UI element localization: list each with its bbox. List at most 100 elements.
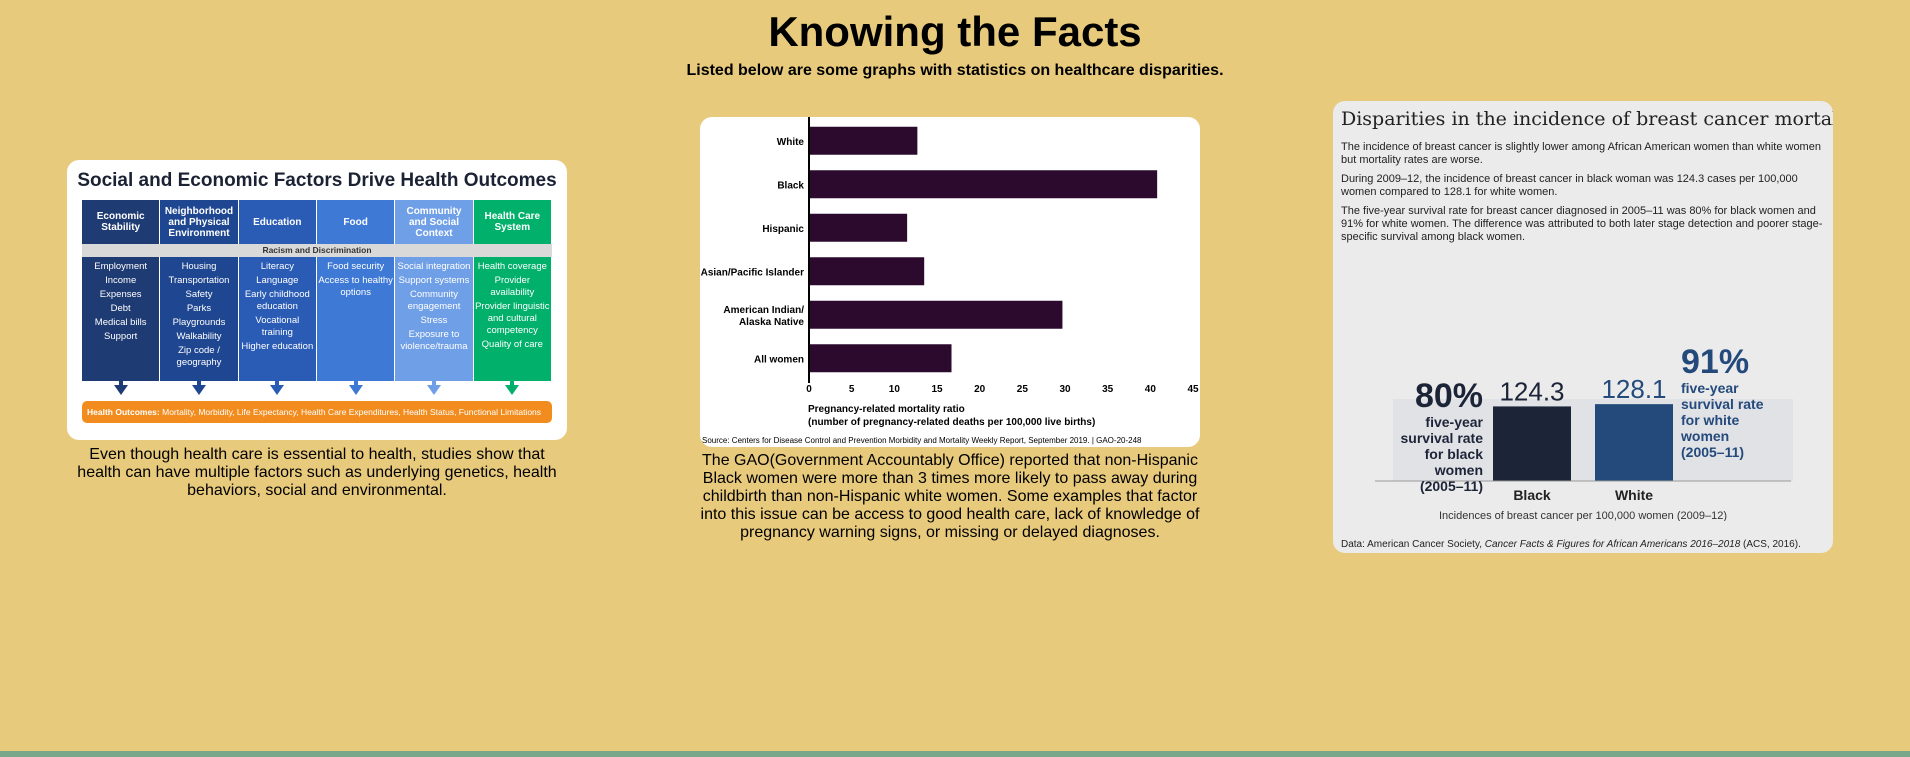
column-item: Walkability bbox=[176, 331, 222, 342]
column-item: Support bbox=[104, 331, 138, 342]
column-item: Health coverage bbox=[477, 261, 547, 272]
category-label: Alaska Native bbox=[739, 317, 804, 328]
arrow-stem bbox=[353, 380, 358, 386]
column-heading: Neighborhood and Physical Environment bbox=[160, 200, 238, 244]
category-label: All women bbox=[754, 354, 804, 365]
column-item: Medical bills bbox=[94, 317, 147, 328]
column-items: Food security Access to healthy options bbox=[316, 257, 395, 381]
arrow-stem bbox=[196, 380, 201, 386]
column-item: Housing bbox=[181, 261, 217, 272]
breast-cancer-para-2: During 2009–12, the incidence of breast … bbox=[1341, 173, 1798, 198]
column-item: Early childhood education bbox=[244, 289, 310, 312]
breast-cancer-title: Disparities in the incidence of breast c… bbox=[1341, 108, 1833, 130]
arrow-stem bbox=[431, 380, 436, 386]
column-item: Parks bbox=[186, 303, 212, 314]
black-survival-label: women bbox=[1434, 462, 1483, 478]
infographic-title: Social and Economic Factors Drive Health… bbox=[77, 170, 557, 191]
breast-cancer-source: Data: American Cancer Society, Cancer Fa… bbox=[1341, 539, 1801, 550]
x-tick-label: 45 bbox=[1187, 384, 1199, 395]
column-item: Vocational training bbox=[255, 315, 300, 338]
category-label: American Indian/ bbox=[723, 305, 804, 316]
category-label: Black bbox=[777, 180, 804, 191]
breast-cancer-para-1: The incidence of breast cancer is slight… bbox=[1341, 141, 1821, 166]
page-subtitle: Listed below are some graphs with statis… bbox=[686, 62, 1224, 79]
down-arrow-icon bbox=[191, 385, 206, 395]
white-survival-label: for white bbox=[1681, 412, 1740, 428]
mortality-bar-chart: White Black Hispanic Asian/Pacific Islander… bbox=[700, 117, 1200, 447]
bar bbox=[809, 170, 1158, 199]
x-tick-label: 40 bbox=[1145, 384, 1157, 395]
arrow-stem bbox=[275, 380, 280, 386]
black-survival-label: five-year bbox=[1425, 414, 1483, 430]
infographic-column: Community and Social Context Social integ… bbox=[395, 200, 473, 395]
column-item: Food security bbox=[327, 261, 385, 272]
arrow-stem bbox=[510, 380, 515, 386]
bar-chart-caption: The GAO(Government Accountably Office) r… bbox=[700, 452, 1200, 541]
x-tick-label: 35 bbox=[1102, 384, 1114, 395]
category-label: Hispanic bbox=[762, 224, 804, 235]
bar-chart-svg: White Black Hispanic Asian/Pacific Islander… bbox=[701, 117, 1199, 445]
down-arrow-icon bbox=[113, 385, 128, 395]
down-arrow-icon bbox=[270, 385, 285, 395]
infographic-column: Neighborhood and Physical Environment Hou… bbox=[160, 200, 238, 395]
column-heading: Education bbox=[238, 200, 316, 244]
column-heading: Economic Stability bbox=[82, 200, 160, 244]
white-survival-percent: 91% bbox=[1681, 343, 1749, 381]
white-survival-label: (2005–11) bbox=[1681, 444, 1744, 460]
column-items: Housing Transportation Safety Parks Playgrou… bbox=[160, 257, 238, 381]
arrow-stem bbox=[118, 380, 123, 386]
black-survival-percent: 80% bbox=[1415, 377, 1483, 415]
page-title: Knowing the Facts bbox=[768, 8, 1142, 55]
black-survival-label: survival rate bbox=[1401, 430, 1484, 446]
breast-cancer-infographic: Disparities in the incidence of breast c… bbox=[1333, 101, 1833, 553]
down-arrow-icon bbox=[348, 385, 363, 395]
black-category-label: Black bbox=[1513, 487, 1551, 503]
column-items: Literacy Language Early childhood educatio… bbox=[238, 257, 316, 381]
x-tick-label: 30 bbox=[1059, 384, 1071, 395]
category-label: Asian/Pacific Islander bbox=[701, 267, 804, 278]
column-item: Zip code / geography bbox=[176, 345, 222, 368]
column-item: Quality of care bbox=[481, 339, 543, 350]
column-item: Community engagement bbox=[407, 289, 461, 312]
down-arrow-icon bbox=[426, 385, 441, 395]
chart-source: Source: Centers for Disease Control and … bbox=[702, 436, 1142, 445]
x-tick-label: 10 bbox=[889, 384, 901, 395]
black-incidence-bar bbox=[1493, 406, 1571, 481]
column-items: Employment Income Expenses Debt Medical bill… bbox=[82, 257, 160, 381]
column-item: Income bbox=[105, 275, 137, 286]
white-survival-label: women bbox=[1680, 428, 1729, 444]
axis-caption: Incidences of breast cancer per 100,000 … bbox=[1439, 510, 1727, 521]
column-item: Support systems bbox=[398, 275, 470, 286]
category-label: White bbox=[777, 137, 805, 148]
infographic-caption: Even though health care is essential to … bbox=[77, 446, 557, 499]
infographic-column: Food Food security Access to healthy optio… bbox=[316, 200, 395, 395]
column-item: Access to healthy options bbox=[318, 275, 393, 298]
column-items: Health coverage Provider availability Prov… bbox=[473, 257, 551, 381]
health-outcomes-banner: Health Outcomes: Mortality, Morbidity, L… bbox=[82, 401, 552, 423]
column-item: Stress bbox=[420, 315, 448, 326]
black-survival-label: (2005–11) bbox=[1420, 478, 1483, 494]
infographic-column: Health Care System Health coverage Provide… bbox=[473, 200, 551, 395]
column-heading: Food bbox=[316, 200, 395, 244]
column-item: Expenses bbox=[99, 289, 142, 300]
x-axis-sublabel: (number of pregnancy-related deaths per … bbox=[808, 417, 1095, 428]
infographic-column: Economic Stability Employment Income Expens… bbox=[82, 200, 160, 395]
bar bbox=[809, 213, 908, 242]
bar bbox=[809, 300, 1063, 329]
column-item: Employment bbox=[94, 261, 148, 272]
column-item: Debt bbox=[110, 303, 131, 314]
x-axis-label: Pregnancy-related mortality ratio bbox=[808, 404, 965, 415]
column-item: Higher education bbox=[241, 341, 314, 352]
x-tick-label: 15 bbox=[931, 384, 943, 395]
health-outcomes-label: Health Outcomes: bbox=[87, 407, 160, 417]
column-item: Language bbox=[256, 275, 299, 286]
black-incidence-value: 124.3 bbox=[1499, 376, 1564, 406]
bottom-bar bbox=[0, 751, 1910, 757]
column-item: Provider linguistic and cultural compete… bbox=[475, 301, 550, 336]
white-survival-label: five-year bbox=[1681, 380, 1739, 396]
x-tick-label: 5 bbox=[849, 384, 855, 395]
black-survival-label: for black bbox=[1425, 446, 1484, 462]
x-tick-label: 25 bbox=[1017, 384, 1029, 395]
bar bbox=[809, 257, 925, 286]
